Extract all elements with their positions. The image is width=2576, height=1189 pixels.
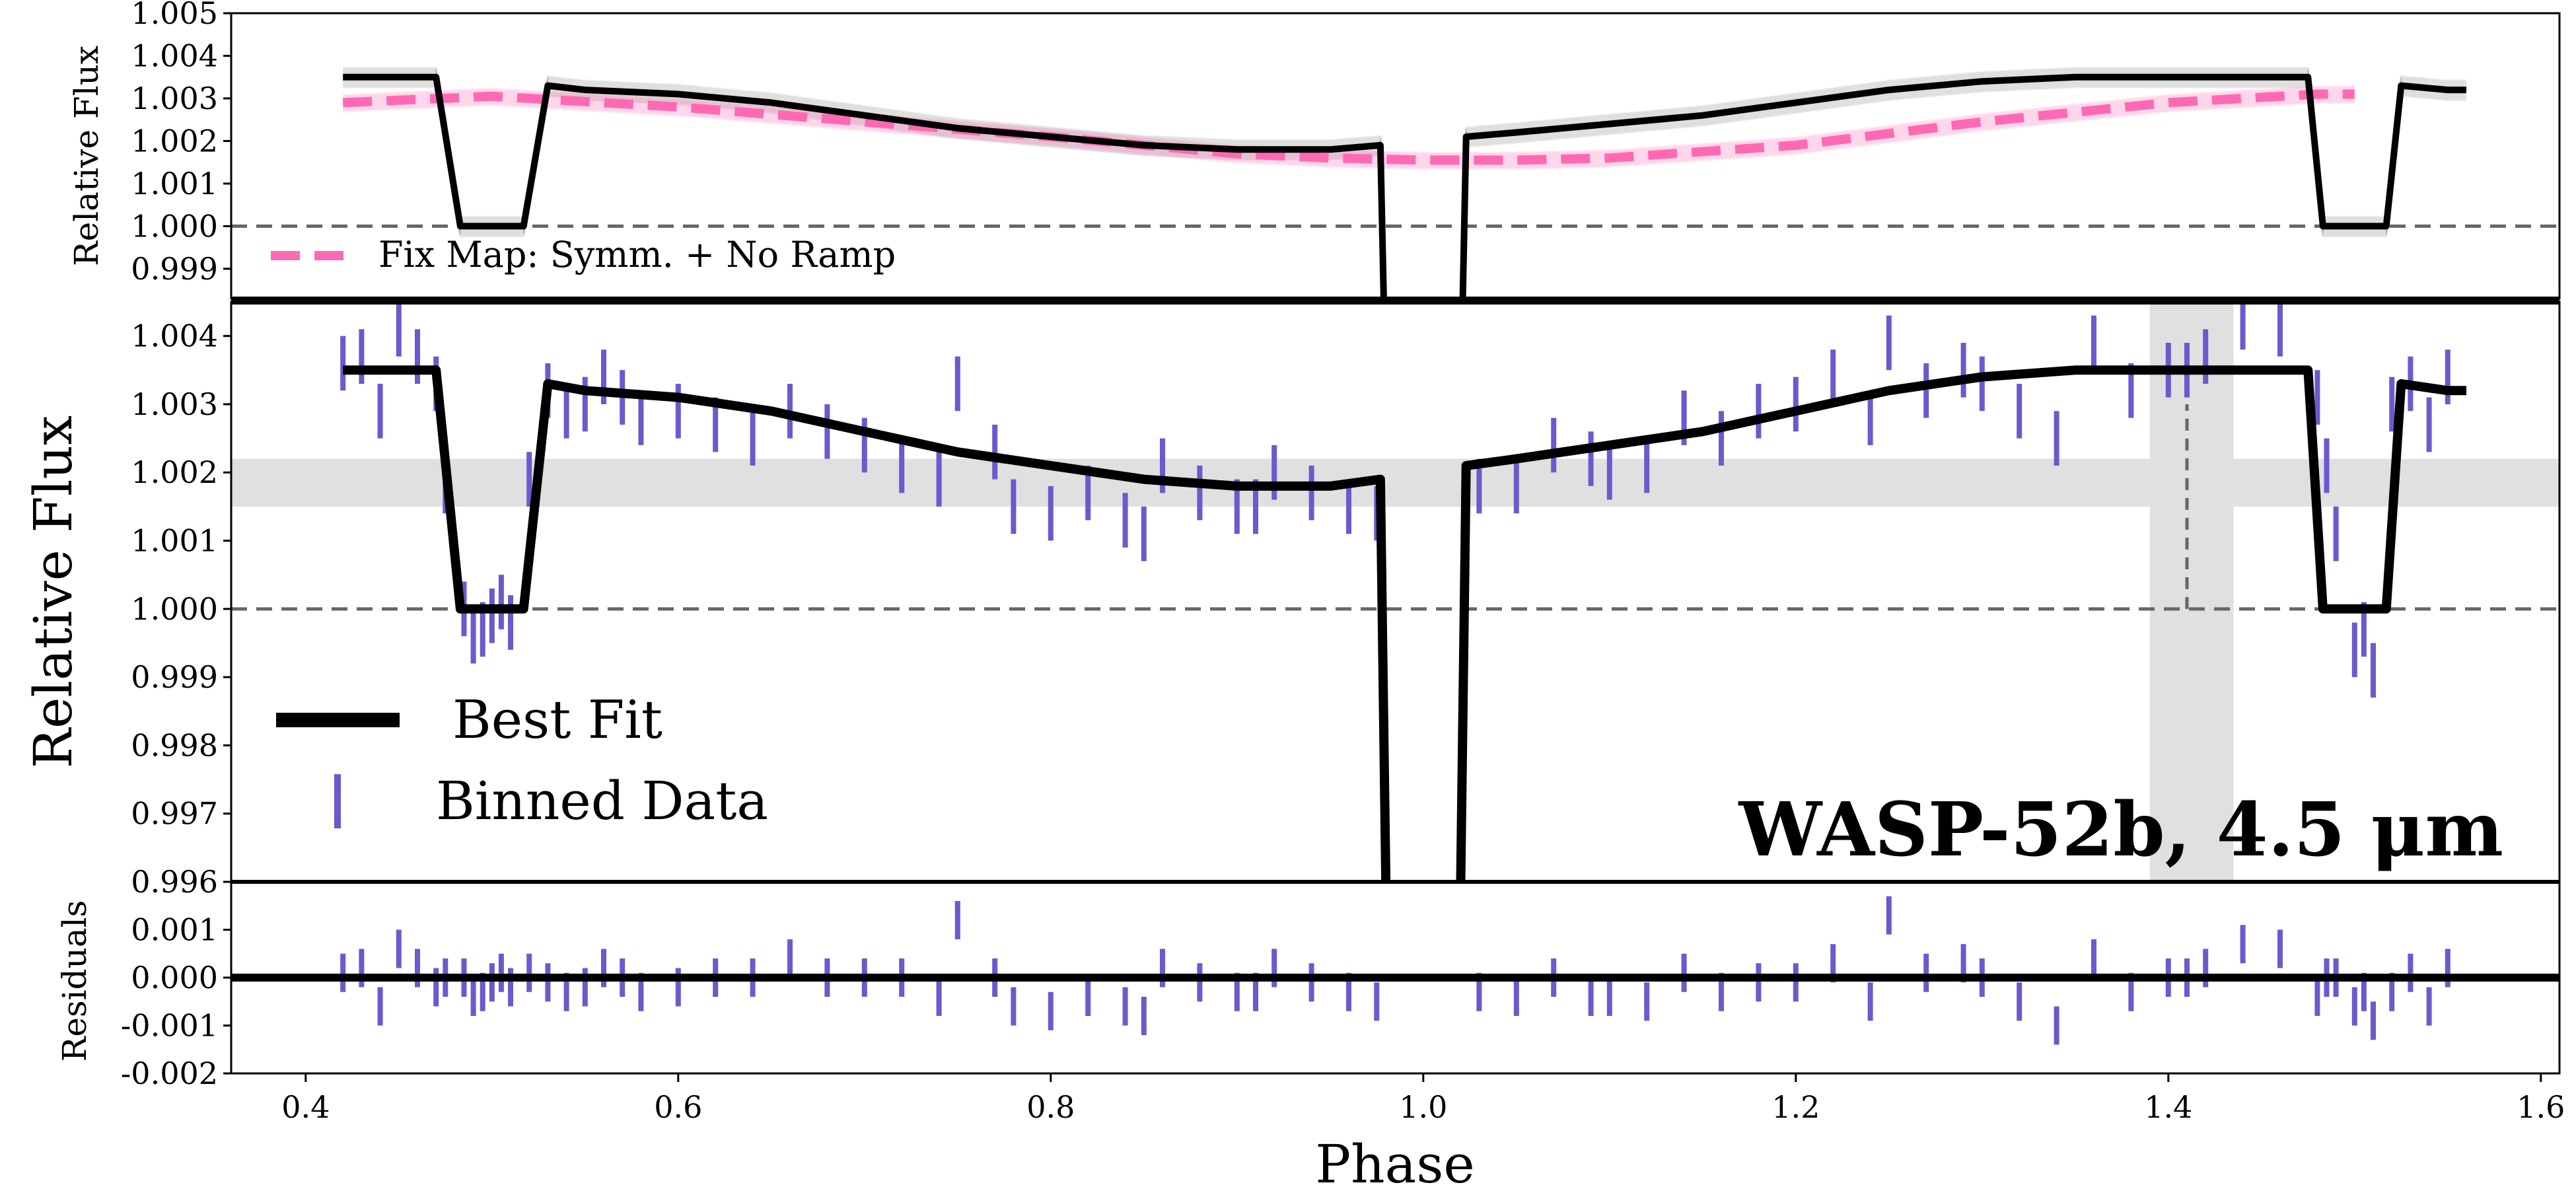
- top-best-fit-line: [343, 73, 2466, 299]
- top-y-tick-label: 1.004: [131, 38, 218, 73]
- top-panel: 1.005 1.004 1.003 1.002 1.001 1.000 0.999 Rela…: [67, 0, 2561, 300]
- middle-y-tick-label: 0.996: [131, 864, 218, 900]
- bottom-y-tick-label: -0.002: [121, 1056, 218, 1091]
- fixed-map-line: [342, 89, 2355, 165]
- middle-y-tick-label: 1.000: [131, 591, 218, 627]
- top-y-axis-label: Relative Flux: [67, 46, 106, 266]
- middle-y-tick-label: 0.997: [131, 796, 218, 832]
- middle-y-tick-label: 1.001: [131, 523, 218, 559]
- top-pink-ensemble-curve: [343, 87, 2355, 157]
- legend-label-binned-data: Binned Data: [436, 770, 768, 832]
- top-pink-ensemble-curve: [343, 99, 2355, 168]
- middle-y-axis-label: Relative Flux: [22, 415, 84, 768]
- x-tick-label: 1.6: [2517, 1089, 2565, 1125]
- middle-y-tick-label: 1.003: [131, 386, 218, 422]
- middle-y-tick-label: 1.002: [131, 454, 218, 490]
- top-y-tick-label: 1.001: [131, 166, 218, 201]
- bottom-y-tick-label: -0.001: [121, 1008, 218, 1044]
- middle-y-tick-label: 0.998: [131, 727, 218, 763]
- top-y-tick-label: 1.003: [131, 81, 218, 116]
- top-pink-ensemble-curve: [343, 86, 2355, 155]
- vertical-shaded-band: [2149, 302, 2234, 882]
- top-y-tick-label: 1.002: [131, 123, 218, 159]
- x-tick-label: 1.4: [2144, 1089, 2192, 1125]
- planet-annotation: WASP-52b, 4.5 μm: [1738, 787, 2503, 873]
- x-axis-label: Phase: [1315, 1134, 1474, 1189]
- x-tick-label: 0.4: [281, 1089, 330, 1125]
- top-pink-ensemble-curve: [343, 101, 2355, 170]
- top-y-tick-label: 0.999: [131, 251, 218, 287]
- top-y-tick-label: 1.005: [131, 0, 218, 31]
- middle-y-tick-label: 1.004: [131, 318, 218, 354]
- best-fit-line: [343, 365, 2466, 882]
- top-pink-ensemble-curve: [343, 98, 2355, 167]
- middle-y-tick-label: 0.999: [131, 659, 218, 695]
- legend-label-fixed-map: Fix Map: Symm. + No Ramp: [378, 234, 896, 275]
- bottom-y-axis-label: Residuals: [55, 900, 94, 1062]
- x-tick-label: 0.6: [654, 1089, 702, 1125]
- top-y-tick-label: 1.000: [131, 208, 218, 244]
- top-pink-ensemble-curve: [343, 85, 2355, 155]
- legend-label-best-fit: Best Fit: [452, 689, 662, 750]
- bottom-y-tick-label: 0.001: [131, 912, 218, 948]
- x-tick-label: 0.8: [1026, 1089, 1075, 1125]
- x-tick-label: 1.0: [1399, 1089, 1447, 1125]
- middle-panel: 1.004 1.003 1.002 1.001 1.000 0.999 0.998 0.997…: [22, 297, 2561, 900]
- middle-legend: Best Fit Binned Data: [276, 689, 768, 832]
- x-tick-label: 1.2: [1771, 1089, 1820, 1125]
- top-legend: Fix Map: Symm. + No Ramp: [271, 234, 896, 275]
- bottom-panel: 0.001 0.000 -0.001 -0.002 Residuals 0.4 0.6 0…: [55, 880, 2565, 1189]
- bottom-y-tick-label: 0.000: [131, 960, 218, 995]
- residuals-series: [340, 896, 2451, 1045]
- top-pink-ensemble-curve: [343, 100, 2355, 169]
